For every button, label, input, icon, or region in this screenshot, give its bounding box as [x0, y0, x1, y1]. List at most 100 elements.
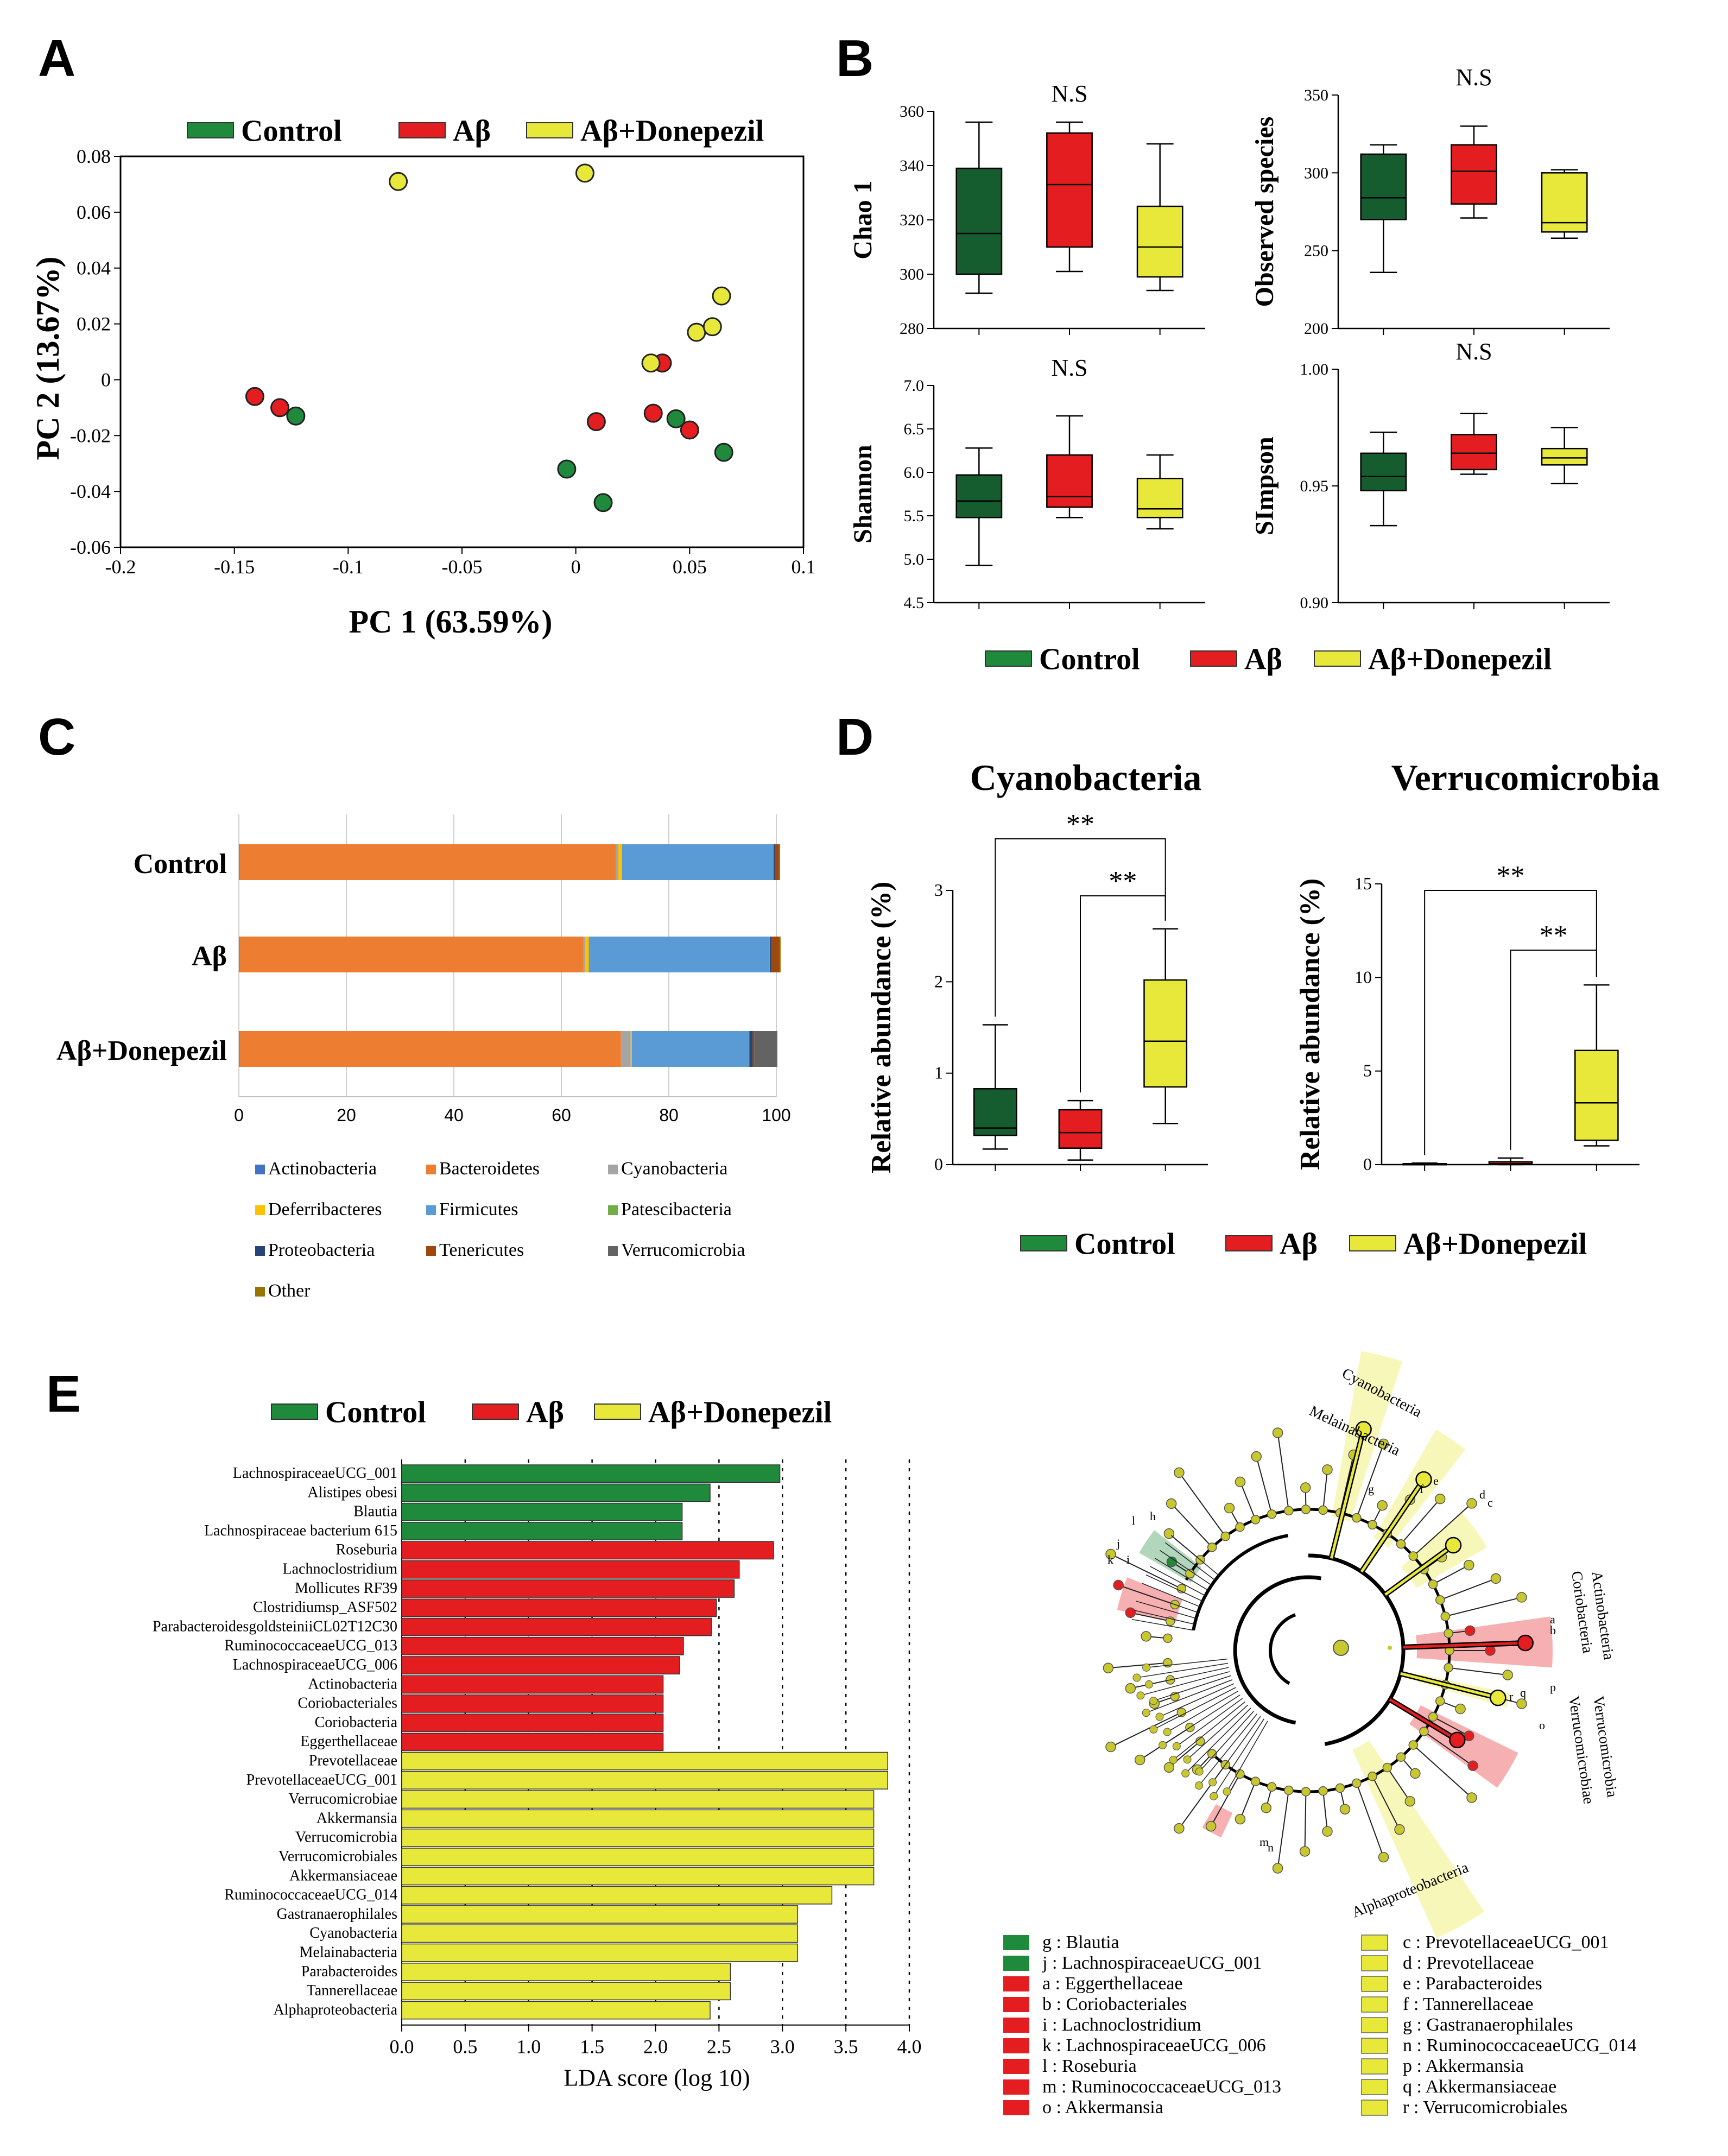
tree-node	[1250, 1776, 1261, 1786]
significance-label: **	[1497, 861, 1525, 892]
panel-letter-e: E	[46, 1365, 81, 1423]
tree-node	[1261, 1803, 1272, 1813]
tree-node	[1382, 1762, 1392, 1773]
clade-path	[1389, 1698, 1458, 1741]
branch	[1138, 1591, 1198, 1613]
clade-legend-swatch	[1361, 1976, 1388, 1992]
branch	[1277, 1790, 1289, 1869]
tree-node	[1176, 1708, 1187, 1717]
legend-d-swatch-0	[1020, 1235, 1067, 1251]
tree-node	[1134, 1754, 1145, 1766]
clade-legend-swatch	[1003, 2038, 1029, 2053]
tree-node	[1368, 1520, 1377, 1530]
tree-node	[1299, 1846, 1311, 1857]
tree-node	[1125, 1607, 1136, 1618]
y-axis-title: Relative abundance (%)	[1295, 878, 1326, 1170]
bar-label: RuminococcaceaeUCG_013	[224, 1637, 397, 1654]
y-tick-label: 250	[1304, 242, 1328, 260]
legend-d-swatch-1	[1225, 1235, 1273, 1251]
branch	[1440, 1578, 1496, 1601]
tree-node	[1464, 1559, 1474, 1571]
clade-legend-swatch	[1361, 1934, 1388, 1951]
x-tick-label: 3.0	[770, 2036, 795, 2058]
legend-a-label-1: Aβ	[453, 115, 491, 148]
node-letter: o	[1539, 1718, 1545, 1732]
box	[955, 167, 1003, 275]
clade-path	[1384, 1544, 1454, 1596]
branch	[1199, 1710, 1255, 1772]
bar-segment	[749, 1031, 750, 1067]
tree-node	[1210, 1792, 1218, 1800]
tree-node	[1142, 1663, 1151, 1672]
bar-label: Alphaproteobacteria	[273, 2001, 397, 2018]
tree-node	[1145, 1680, 1154, 1689]
branch	[1142, 1583, 1200, 1608]
lda-bar	[401, 1617, 712, 1636]
legend-d-label-1: Aβ	[1280, 1228, 1318, 1261]
tree-node	[1163, 1633, 1173, 1643]
x-tick-label: 0.0	[390, 2036, 414, 2058]
tree-node	[1149, 1725, 1158, 1734]
data-point	[641, 353, 661, 373]
lda-bar	[401, 1694, 664, 1713]
clade-legend-swatch	[1361, 2017, 1388, 2033]
subplot-title: Cyanobacteria	[970, 757, 1202, 798]
y-tick-label: 300	[900, 265, 924, 283]
y-tick-label: -0.04	[70, 480, 111, 502]
y-tick-label: 360	[900, 103, 924, 121]
y-tick-label: 320	[900, 211, 924, 229]
x-tick-label: 4.0	[897, 2036, 922, 2058]
clade-highlight	[1202, 1804, 1233, 1838]
tree-node	[1300, 1482, 1311, 1493]
tree-node	[1455, 1703, 1466, 1715]
lda-bar	[401, 1809, 875, 1828]
branch	[1150, 1566, 1206, 1596]
clade-legend-swatch	[1003, 2100, 1029, 2115]
branch	[1448, 1667, 1508, 1676]
bar-label: Coriobacteriales	[298, 1695, 397, 1712]
tree-node	[1208, 1778, 1217, 1787]
data-point	[286, 406, 306, 426]
tree-node	[1466, 1498, 1477, 1509]
lda-bar	[401, 2001, 711, 2020]
node-letter: n	[1268, 1841, 1274, 1854]
tree-node	[1235, 1476, 1246, 1488]
branch	[1413, 1503, 1472, 1557]
tree-node	[1378, 1438, 1389, 1450]
box	[1046, 454, 1093, 508]
branch	[1145, 1574, 1203, 1602]
branch	[1187, 1704, 1249, 1760]
clade-legend-swatch	[1361, 2058, 1388, 2075]
legend-label: Verrucomicrobia	[621, 1240, 745, 1260]
clade-legend-swatch	[1003, 1956, 1029, 1971]
clade-legend-swatch	[1361, 2100, 1388, 2116]
clade-legend-label: k : LachnospiraceaeUCG_006	[1042, 2035, 1266, 2056]
bar-segment	[622, 844, 774, 880]
tree-node	[1434, 1494, 1446, 1504]
y-tick-label: 2	[934, 971, 943, 991]
tree-node	[1396, 1752, 1406, 1762]
bar-label: ParabacteroidesgoldsteiniiCL02T12C30	[153, 1618, 397, 1635]
bar-segment	[583, 937, 585, 972]
bar-segment	[771, 937, 780, 972]
x-tick-label: 2.0	[643, 2036, 668, 2058]
tree-node	[1272, 1863, 1283, 1874]
tree-node	[1378, 1851, 1389, 1863]
branch	[1445, 1597, 1522, 1617]
bar-segment	[773, 844, 774, 880]
branch	[1173, 1701, 1245, 1760]
branch	[1159, 1683, 1235, 1717]
branch	[1164, 1542, 1216, 1581]
box	[1058, 1109, 1103, 1149]
tree-node	[1172, 1742, 1181, 1750]
clade-legend-swatch	[1361, 2079, 1388, 2095]
lda-bar	[401, 1502, 683, 1521]
legend-swatch	[608, 1205, 618, 1215]
branch	[1185, 1708, 1251, 1774]
tree-node	[1428, 1579, 1438, 1589]
branch	[1134, 1610, 1195, 1625]
branch	[1239, 1781, 1256, 1819]
clade-path	[1360, 1478, 1425, 1573]
y-tick-label: 1.00	[1300, 361, 1329, 378]
y-tick-label: 0	[1363, 1154, 1372, 1174]
